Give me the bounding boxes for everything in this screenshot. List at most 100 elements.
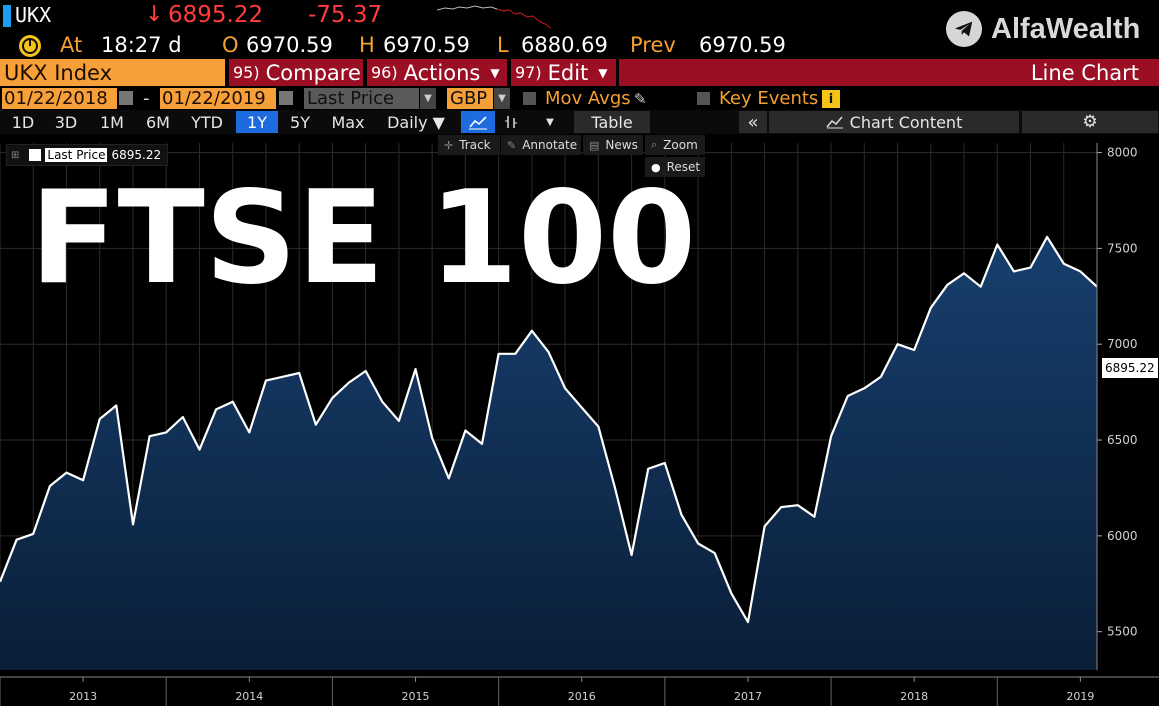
last-value-tag: 6895.22 [1102, 358, 1158, 378]
ticker-accent-marker [3, 5, 11, 27]
zoom-button[interactable]: ⌕ Zoom [645, 135, 705, 155]
down-arrow-icon: ↓ [145, 2, 164, 27]
expand-plus-icon[interactable]: ⊞ [11, 149, 20, 161]
view-title-bar: Line Chart [619, 59, 1159, 86]
currency-value: GBP [450, 88, 488, 109]
period-ytd-button[interactable]: YTD [191, 112, 223, 132]
currency-select[interactable]: GBP [447, 88, 493, 109]
chart-parameters: 01/22/2018 - 01/22/2019 Last Price ▼ GBP… [0, 88, 1159, 110]
legend-series-label: Last Price [45, 148, 108, 162]
legend-series-value: 6895.22 [111, 148, 162, 162]
x-tick-label: 2019 [1066, 690, 1094, 703]
date-separator: - [143, 88, 150, 109]
high-label: H [359, 33, 375, 57]
overlay-title: FTSE 100 [30, 164, 697, 313]
annotate-label: Annotate [522, 138, 578, 152]
end-date-value: 01/22/2019 [162, 88, 266, 109]
period-1y-button[interactable]: 1Y [236, 111, 278, 133]
at-label: At [60, 33, 83, 57]
start-date-value: 01/22/2018 [4, 88, 108, 109]
high-value: 6970.59 [383, 33, 470, 57]
news-icon: ▤ [589, 138, 600, 152]
alfawealth-logo: AlfaWealth [946, 9, 1140, 49]
ohlc-line: At 18:27 d O 6970.59 H 6970.59 L 6880.69… [0, 32, 940, 58]
key-events-label: Key Events [719, 88, 819, 109]
y-tick-label: 7500 [1107, 241, 1138, 255]
chart-legend[interactable]: ⊞ Last Price 6895.22 [6, 144, 169, 166]
chart-content-button[interactable]: Chart Content [769, 111, 1019, 133]
field-select-value: Last Price [307, 88, 395, 109]
open-label: O [222, 33, 239, 57]
net-change: -75.37 [308, 2, 383, 28]
low-label: L [497, 33, 509, 57]
actions-shortcut: 96) [371, 63, 398, 82]
period-5y-button[interactable]: 5Y [290, 112, 310, 132]
actions-label: Actions [403, 60, 481, 85]
start-date-input[interactable]: 01/22/2018 [2, 88, 117, 109]
chart-toolbar: 1D 3D 1M 6M YTD 1Y 5Y Max Daily ▼ ▼ Tabl… [0, 110, 1159, 134]
security-index-label: UKX Index [4, 60, 113, 85]
period-1d-button[interactable]: 1D [11, 112, 35, 132]
y-tick-label: 6000 [1107, 529, 1138, 543]
key-events-checkbox[interactable] [697, 92, 710, 105]
logo-text: AlfaWealth [991, 12, 1141, 45]
y-tick-label: 6500 [1107, 433, 1138, 447]
legend-checkbox[interactable] [29, 149, 42, 161]
period-1m-button[interactable]: 1M [100, 112, 124, 132]
x-tick-label: 2017 [734, 690, 762, 703]
compare-shortcut: 95) [233, 63, 260, 82]
x-tick-label: 2014 [235, 690, 263, 703]
edit-label: Edit [547, 60, 589, 85]
annotate-button[interactable]: ✎ Annotate [501, 135, 581, 155]
collapse-panel-icon[interactable]: « [739, 111, 767, 133]
chart-content-icon [826, 116, 843, 129]
low-value: 6880.69 [521, 33, 608, 57]
info-icon[interactable]: i [822, 90, 840, 108]
period-max-button[interactable]: Max [331, 112, 365, 132]
period-6m-button[interactable]: 6M [146, 112, 170, 132]
news-button[interactable]: ▤ News [583, 135, 643, 155]
security-index-field[interactable]: UKX Index [0, 59, 225, 86]
bar-chart-icon[interactable] [498, 111, 524, 133]
x-tick-label: 2018 [900, 690, 928, 703]
news-label: News [605, 138, 638, 152]
magnifier-icon: ⌕ [651, 138, 658, 151]
chevron-down-icon[interactable]: ▼ [420, 88, 436, 109]
x-tick-label: 2013 [69, 690, 97, 703]
pencil-icon: ✎ [507, 138, 517, 152]
compare-label: Compare [265, 60, 361, 85]
track-button[interactable]: ✛ Track [438, 135, 500, 155]
view-title: Line Chart [1030, 60, 1139, 85]
edit-shortcut: 97) [515, 63, 542, 82]
period-3d-button[interactable]: 3D [54, 112, 78, 132]
compare-button[interactable]: 95) Compare [229, 59, 363, 86]
reset-label: Reset [666, 160, 701, 174]
frequency-select[interactable]: Daily ▼ [387, 112, 445, 132]
y-tick-label: 8000 [1107, 146, 1138, 160]
chevron-down-icon[interactable]: ▼ [494, 88, 510, 109]
actions-menu-button[interactable]: 96) Actions ▼ [367, 59, 507, 86]
table-button[interactable]: Table [574, 111, 650, 133]
x-tick-label: 2016 [568, 690, 596, 703]
field-select[interactable]: Last Price [304, 88, 419, 109]
ticker-symbol[interactable]: UKX [15, 3, 52, 27]
function-bar: UKX Index 95) Compare 96) Actions ▼ 97) … [0, 59, 1159, 86]
telegram-plane-icon [946, 11, 982, 47]
quote-time: 18:27 d [101, 33, 182, 57]
end-date-input[interactable]: 01/22/2019 [160, 88, 276, 109]
mov-avgs-checkbox[interactable] [523, 92, 536, 105]
calendar-icon[interactable] [119, 91, 133, 105]
line-chart-icon[interactable] [461, 111, 495, 133]
chart-type-dropdown[interactable]: ▼ [546, 116, 554, 128]
x-tick-label: 2015 [402, 690, 430, 703]
edit-menu-button[interactable]: 97) Edit ▼ [511, 59, 616, 86]
zoom-label: Zoom [663, 138, 698, 152]
calendar-icon[interactable] [279, 91, 293, 105]
reset-button[interactable]: ● Reset [645, 157, 705, 177]
caret-down-icon: ▼ [598, 65, 608, 80]
settings-gear-icon[interactable]: ⚙ [1022, 111, 1158, 133]
price-area-fill [0, 236, 1097, 670]
quote-line: UKX ↓ 6895.22 -75.37 [0, 0, 1159, 32]
pencil-icon[interactable]: ✎ [634, 89, 647, 108]
price-area-chart[interactable]: 5500 6000 6500 7000 7500 8000 2013 2014 2015 2016… [0, 135, 1159, 706]
